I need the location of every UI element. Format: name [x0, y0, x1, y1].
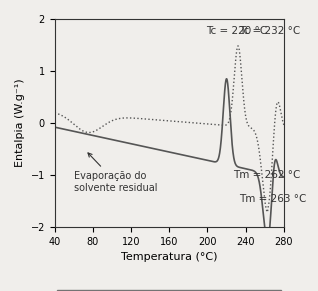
PA 6,6 pellet [282, 175, 286, 179]
Nanocompósito [282, 123, 286, 127]
Line: PA 6,6 pellet: PA 6,6 pellet [55, 79, 284, 244]
Text: Tc = 220 °C: Tc = 220 °C [205, 26, 267, 36]
Nanocompósito [233, 64, 237, 68]
Text: Tc = 232 °C: Tc = 232 °C [239, 26, 300, 36]
Nanocompósito [236, 44, 240, 48]
PA 6,6 pellet [158, 148, 162, 152]
Nanocompósito [276, 100, 280, 104]
PA 6,6 pellet [276, 162, 280, 165]
PA 6,6 pellet [164, 150, 168, 153]
PA 6,6 pellet [65, 128, 68, 132]
Line: Nanocompósito: Nanocompósito [55, 46, 284, 212]
Nanocompósito [164, 119, 168, 123]
Nanocompósito [158, 118, 162, 122]
Nanocompósito [275, 101, 279, 104]
Text: Tm = 263 °C: Tm = 263 °C [239, 194, 306, 204]
Nanocompósito [266, 210, 270, 214]
Text: Evaporação do
solvente residual: Evaporação do solvente residual [74, 153, 157, 193]
Nanocompósito [65, 116, 68, 120]
Nanocompósito [53, 111, 57, 114]
X-axis label: Temperatura (°C): Temperatura (°C) [121, 252, 218, 262]
PA 6,6 pellet [233, 162, 237, 165]
PA 6,6 pellet [266, 242, 270, 245]
Legend: PA 6,6 pellet, Nanocompósito: PA 6,6 pellet, Nanocompósito [57, 290, 281, 291]
PA 6,6 pellet [225, 77, 228, 81]
PA 6,6 pellet [53, 125, 57, 129]
Text: Tm = 262 °C: Tm = 262 °C [233, 170, 301, 180]
Y-axis label: Entalpia (W.g⁻¹): Entalpia (W.g⁻¹) [15, 79, 25, 167]
PA 6,6 pellet [275, 162, 279, 165]
